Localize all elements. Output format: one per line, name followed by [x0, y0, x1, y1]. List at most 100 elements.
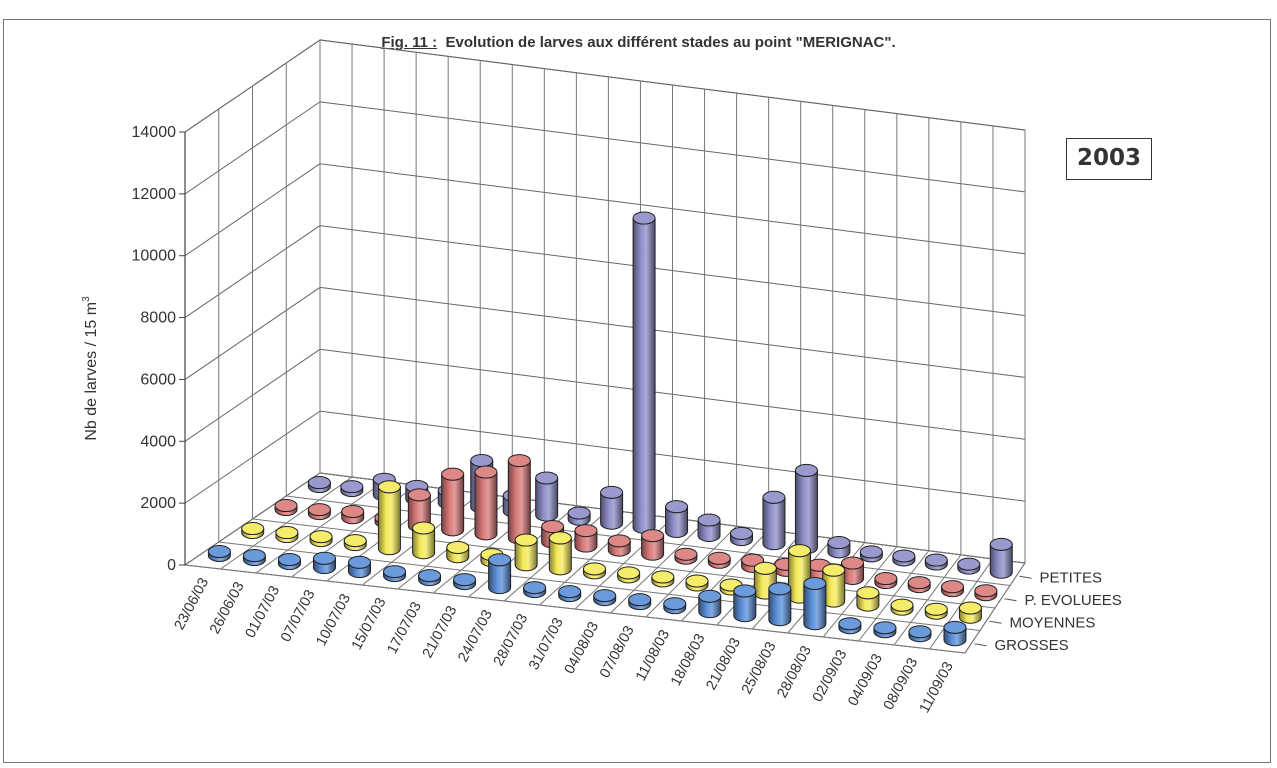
bar-top [741, 553, 765, 567]
bar-top [856, 586, 880, 600]
bar [665, 500, 689, 538]
bar-top [453, 573, 477, 587]
bar-top [275, 526, 299, 540]
bar-top [762, 490, 786, 504]
bar [924, 553, 948, 571]
bar-top [340, 480, 364, 494]
bar-top [241, 522, 265, 536]
bar [307, 503, 331, 521]
bar-top [838, 617, 862, 631]
x-tick-label: 07/07/03 [278, 587, 319, 644]
bar-top [874, 572, 898, 586]
series-tick-mark [1019, 575, 1032, 579]
bar-top [958, 601, 982, 615]
bar [803, 576, 827, 631]
bar [446, 540, 470, 564]
bar [348, 555, 372, 579]
bar [685, 574, 709, 592]
x-tick-label: 28/07/03 [491, 611, 532, 668]
bar [697, 513, 721, 542]
bar-top [890, 598, 914, 612]
bar-top [470, 454, 494, 468]
bar [277, 553, 301, 570]
bar-top [892, 549, 916, 563]
bar-top [377, 480, 401, 494]
bar-top [412, 521, 436, 535]
bar-top [535, 471, 559, 485]
bar [383, 565, 407, 583]
bar-top [707, 551, 731, 565]
bar [567, 506, 591, 526]
x-tick-label: 07/08/03 [597, 623, 638, 680]
series-label: MOYENNES [1010, 614, 1096, 631]
bar [958, 601, 982, 624]
bar-top [523, 581, 547, 595]
bar-top [574, 524, 598, 538]
bars-layer [207, 211, 1013, 647]
x-tick-label: 23/06/03 [172, 575, 213, 632]
x-tick-label: 31/07/03 [526, 615, 567, 672]
bar-top [558, 585, 582, 599]
bar [768, 582, 792, 627]
bar-top [674, 547, 698, 561]
x-tick-label: 28/08/03 [774, 643, 815, 700]
bar-top [794, 463, 818, 477]
y-tick-label: 8000 [140, 310, 176, 327]
x-tick-label: 11/08/03 [633, 627, 673, 683]
year-badge: 2003 [1066, 138, 1152, 180]
bar [617, 566, 641, 584]
bar-top [548, 531, 572, 545]
bar-body [632, 217, 656, 534]
y-tick-label: 2000 [140, 495, 176, 512]
bar [822, 563, 846, 608]
bar [558, 585, 582, 603]
x-tick-label: 24/07/03 [455, 607, 496, 664]
bar-top [974, 584, 998, 598]
bar-top [768, 582, 792, 596]
bar [523, 581, 547, 599]
bar-body [377, 486, 401, 556]
y-tick-label: 10000 [132, 248, 177, 265]
bar-top [600, 485, 624, 499]
bar [275, 526, 299, 544]
series-tick-mark [1004, 598, 1017, 602]
bar [309, 530, 333, 548]
bar-top [343, 534, 367, 548]
x-tick-label: 11/09/03 [917, 659, 957, 715]
bar-top [309, 530, 333, 544]
bar-top [943, 620, 967, 634]
x-tick-label: 21/07/03 [420, 603, 461, 660]
bar [943, 620, 967, 647]
figure-number: Fig. 11 : [381, 34, 438, 51]
bar-top [514, 533, 538, 547]
bar [651, 570, 675, 588]
bar-top [507, 454, 531, 468]
bar-top [663, 597, 687, 611]
bar-top [665, 500, 689, 514]
bar-body [762, 497, 786, 551]
bar [859, 545, 883, 563]
bar [827, 536, 851, 559]
bar-top [242, 549, 266, 563]
bar [582, 562, 606, 580]
bar-top [632, 211, 656, 225]
bar-top [753, 561, 777, 575]
bar [632, 211, 656, 534]
bar [307, 476, 331, 493]
bar-top [957, 557, 981, 571]
bar-body [803, 583, 827, 631]
y-tick-label: 14000 [132, 124, 177, 141]
bar-body [474, 471, 498, 541]
bar [641, 529, 665, 561]
bar [941, 580, 965, 598]
x-tick-label: 01/07/03 [243, 583, 284, 640]
bar-top [908, 625, 932, 639]
series-label: GROSSES [995, 637, 1069, 654]
bar-top [446, 540, 470, 554]
x-tick-label: 04/09/03 [845, 651, 886, 708]
bar [698, 589, 722, 619]
bar [908, 625, 932, 643]
y-tick-label: 0 [167, 557, 176, 574]
bar-body [441, 474, 465, 537]
